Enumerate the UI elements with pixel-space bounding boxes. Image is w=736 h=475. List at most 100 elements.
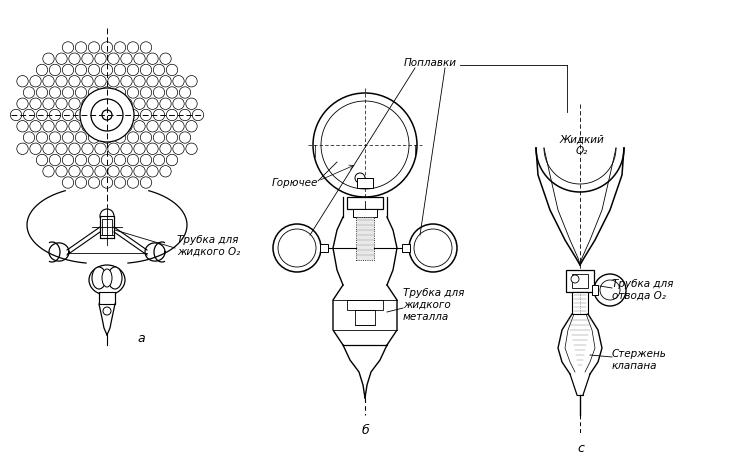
Circle shape — [141, 64, 152, 76]
Text: Трубка для
отвода О₂: Трубка для отвода О₂ — [612, 279, 673, 301]
Circle shape — [68, 76, 80, 87]
Text: с: с — [577, 441, 584, 455]
Circle shape — [49, 132, 60, 143]
Circle shape — [36, 109, 48, 121]
Circle shape — [107, 143, 119, 154]
Circle shape — [75, 177, 87, 188]
Circle shape — [185, 121, 197, 132]
Bar — [353, 209, 377, 217]
Circle shape — [82, 121, 93, 132]
Bar — [100, 216, 114, 238]
Circle shape — [75, 109, 87, 121]
Bar — [566, 270, 594, 292]
Circle shape — [160, 121, 171, 132]
Circle shape — [173, 98, 184, 109]
Circle shape — [95, 53, 106, 65]
Circle shape — [127, 177, 138, 188]
Circle shape — [121, 121, 132, 132]
Ellipse shape — [89, 265, 125, 295]
Ellipse shape — [108, 267, 122, 289]
Circle shape — [68, 98, 80, 109]
Circle shape — [63, 132, 74, 143]
Bar — [572, 274, 588, 288]
Circle shape — [49, 154, 60, 166]
Circle shape — [63, 109, 74, 121]
Ellipse shape — [92, 267, 106, 289]
Circle shape — [43, 121, 54, 132]
Circle shape — [127, 132, 138, 143]
Circle shape — [146, 166, 158, 177]
Circle shape — [134, 121, 145, 132]
Circle shape — [102, 64, 113, 76]
Circle shape — [102, 42, 113, 53]
Circle shape — [24, 132, 35, 143]
Circle shape — [153, 132, 165, 143]
Circle shape — [49, 64, 60, 76]
Bar — [357, 178, 373, 188]
Circle shape — [185, 143, 197, 154]
Circle shape — [153, 154, 165, 166]
Circle shape — [160, 143, 171, 154]
Circle shape — [273, 224, 321, 272]
Circle shape — [102, 87, 113, 98]
Text: Жидкий
О₂: Жидкий О₂ — [559, 134, 604, 156]
Circle shape — [68, 143, 80, 154]
Ellipse shape — [102, 269, 112, 287]
Circle shape — [166, 132, 177, 143]
Circle shape — [36, 154, 48, 166]
Circle shape — [107, 76, 119, 87]
Circle shape — [88, 87, 99, 98]
Circle shape — [88, 177, 99, 188]
Circle shape — [146, 143, 158, 154]
Circle shape — [160, 166, 171, 177]
Circle shape — [95, 166, 106, 177]
Circle shape — [121, 98, 132, 109]
Bar — [102, 219, 112, 235]
Circle shape — [571, 275, 579, 283]
Bar — [592, 285, 598, 295]
Circle shape — [409, 224, 457, 272]
Bar — [355, 310, 375, 325]
Circle shape — [29, 98, 41, 109]
Circle shape — [166, 87, 177, 98]
Circle shape — [185, 76, 197, 87]
Circle shape — [29, 143, 41, 154]
Circle shape — [141, 154, 152, 166]
Circle shape — [141, 42, 152, 53]
Circle shape — [36, 132, 48, 143]
Circle shape — [56, 121, 67, 132]
Circle shape — [127, 87, 138, 98]
Circle shape — [414, 229, 452, 267]
Circle shape — [160, 76, 171, 87]
Text: б: б — [362, 424, 369, 437]
Circle shape — [75, 87, 87, 98]
Circle shape — [134, 98, 145, 109]
Circle shape — [180, 87, 191, 98]
Circle shape — [102, 110, 112, 120]
Circle shape — [114, 177, 126, 188]
Circle shape — [43, 166, 54, 177]
Circle shape — [82, 76, 93, 87]
Circle shape — [68, 53, 80, 65]
Circle shape — [127, 64, 138, 76]
Circle shape — [160, 53, 171, 65]
Circle shape — [114, 64, 126, 76]
Circle shape — [173, 121, 184, 132]
Circle shape — [80, 88, 134, 142]
Circle shape — [355, 173, 365, 183]
Bar — [99, 292, 115, 304]
Circle shape — [102, 154, 113, 166]
Circle shape — [75, 154, 87, 166]
Text: Горючее: Горючее — [272, 178, 319, 188]
Circle shape — [56, 53, 67, 65]
Circle shape — [95, 76, 106, 87]
Circle shape — [121, 143, 132, 154]
Circle shape — [56, 98, 67, 109]
Text: Поплавки: Поплавки — [403, 58, 456, 68]
Circle shape — [185, 98, 197, 109]
Bar — [320, 244, 328, 252]
Circle shape — [127, 154, 138, 166]
Circle shape — [43, 53, 54, 65]
Circle shape — [192, 109, 204, 121]
Circle shape — [49, 87, 60, 98]
